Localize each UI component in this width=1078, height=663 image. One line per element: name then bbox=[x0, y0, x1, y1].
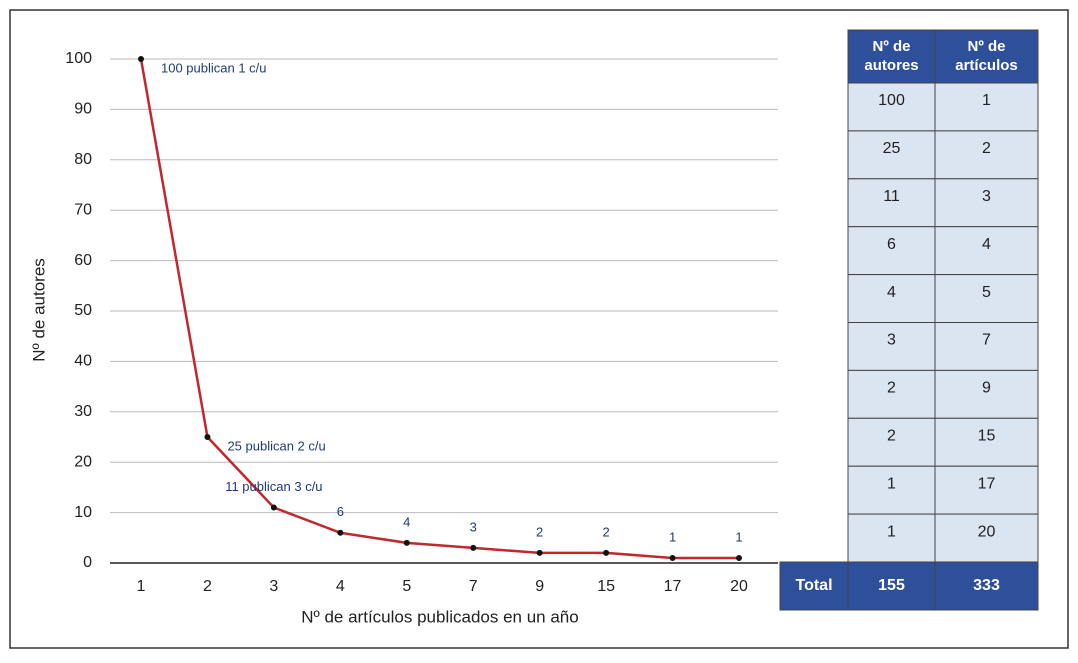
table-value: 4 bbox=[887, 284, 896, 301]
x-tick-label: 15 bbox=[597, 578, 615, 595]
table-cell bbox=[847, 178, 936, 228]
data-label: 3 bbox=[470, 519, 477, 534]
data-point bbox=[536, 549, 543, 556]
y-tick-label: 90 bbox=[74, 101, 92, 118]
table-value: 4 bbox=[982, 236, 991, 253]
x-axis-title: Nº de artículos publicados en un año bbox=[301, 607, 578, 626]
table-cell bbox=[847, 274, 936, 324]
table-value: 2 bbox=[887, 380, 896, 397]
table-value: 25 bbox=[883, 140, 901, 157]
table-cell bbox=[847, 322, 936, 371]
y-tick-label: 40 bbox=[74, 353, 92, 370]
table-header: Nº de autores bbox=[864, 38, 918, 74]
y-tick-label: 30 bbox=[74, 403, 92, 420]
table-cell bbox=[934, 369, 1039, 419]
table-value: 2 bbox=[887, 428, 896, 445]
table-total-cell bbox=[934, 561, 1039, 611]
x-tick-label: 17 bbox=[664, 578, 682, 595]
table-cell bbox=[934, 513, 1039, 563]
table-cell bbox=[934, 226, 1039, 276]
table-value: 9 bbox=[982, 380, 991, 397]
table-value: 1 bbox=[982, 92, 991, 109]
table-total: Total bbox=[795, 577, 832, 594]
y-tick-label: 0 bbox=[83, 554, 92, 571]
data-label: 25 publican 2 c/u bbox=[227, 438, 325, 453]
data-label: 1 bbox=[735, 529, 742, 544]
table-cell bbox=[934, 130, 1039, 180]
data-point bbox=[337, 529, 344, 536]
table-total: 155 bbox=[878, 577, 905, 594]
x-tick-label: 1 bbox=[137, 578, 146, 595]
data-label: 2 bbox=[602, 524, 609, 539]
data-point bbox=[204, 434, 211, 440]
table-total-cell bbox=[779, 561, 849, 611]
table-value: 11 bbox=[883, 188, 900, 205]
data-label: 1 bbox=[669, 529, 676, 544]
data-point bbox=[138, 56, 144, 62]
table-value: 1 bbox=[887, 523, 896, 540]
data-label: 6 bbox=[337, 504, 344, 519]
y-tick-label: 60 bbox=[74, 252, 92, 269]
y-tick-label: 50 bbox=[74, 302, 92, 319]
data-point bbox=[270, 504, 277, 511]
x-tick-label: 9 bbox=[535, 578, 544, 595]
table-value: 5 bbox=[982, 284, 991, 301]
data-label: 100 publican 1 c/u bbox=[161, 60, 267, 75]
data-label: 2 bbox=[536, 524, 543, 539]
table-cell bbox=[847, 130, 936, 180]
data-point bbox=[470, 544, 477, 551]
table-cell bbox=[934, 274, 1039, 324]
y-tick-label: 20 bbox=[74, 453, 92, 470]
table-cell bbox=[847, 226, 936, 276]
x-tick-label: 2 bbox=[203, 578, 212, 595]
data-point bbox=[736, 554, 742, 561]
table-cell bbox=[847, 513, 936, 563]
data-point bbox=[669, 554, 676, 561]
table-header-cell bbox=[934, 29, 1039, 84]
table-total-cell bbox=[847, 561, 936, 611]
table-value: 17 bbox=[978, 475, 996, 492]
y-tick-label: 100 bbox=[65, 50, 92, 67]
table-value: 7 bbox=[982, 332, 991, 349]
table-value: 6 bbox=[887, 236, 896, 253]
table-value: 3 bbox=[982, 188, 991, 205]
data-point bbox=[603, 549, 610, 556]
table-header-cell bbox=[847, 29, 936, 84]
data-label: 4 bbox=[403, 514, 410, 529]
data-line bbox=[139, 58, 739, 560]
table-value: 100 bbox=[878, 92, 905, 109]
x-tick-label: 3 bbox=[269, 578, 278, 595]
x-tick-label: 4 bbox=[336, 578, 345, 595]
data-point bbox=[403, 539, 410, 546]
x-tick-label: 5 bbox=[402, 578, 411, 595]
table-value: 1 bbox=[887, 475, 896, 492]
table-value: 2 bbox=[982, 140, 991, 157]
table-cell bbox=[934, 417, 1039, 467]
table-cell bbox=[934, 178, 1039, 228]
y-axis-title: Nº de autores bbox=[29, 258, 48, 362]
table-total: 333 bbox=[973, 577, 1000, 594]
table-cell bbox=[847, 369, 936, 419]
data-label: 11 publican 3 c/u bbox=[225, 479, 322, 494]
table-cell bbox=[847, 417, 936, 467]
y-tick-label: 10 bbox=[74, 504, 92, 521]
x-tick-label: 7 bbox=[469, 578, 478, 595]
y-tick-label: 70 bbox=[74, 201, 92, 218]
table-value: 15 bbox=[978, 428, 996, 445]
x-tick-label: 20 bbox=[730, 578, 748, 595]
table-header: Nº de artículos bbox=[955, 38, 1018, 74]
table-cell bbox=[847, 82, 936, 132]
y-tick-label: 80 bbox=[74, 151, 92, 168]
table-cell bbox=[934, 82, 1039, 132]
table-value: 20 bbox=[978, 523, 996, 540]
table-value: 3 bbox=[887, 332, 896, 349]
